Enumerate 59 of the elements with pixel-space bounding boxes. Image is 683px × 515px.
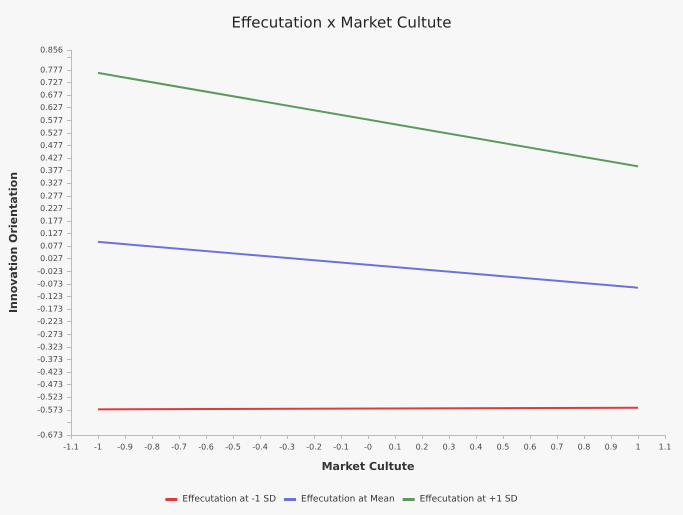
y-tick-label: 0.577 [40, 116, 63, 125]
y-tick-label: 0.277 [40, 191, 63, 200]
x-axis-title: Market Cultute [322, 460, 414, 473]
x-tick-label: 0.8 [578, 442, 590, 452]
y-tick-label: 0.227 [40, 204, 63, 213]
x-tick-label: 0.3 [442, 442, 456, 452]
y-tick-label: -0.073 [37, 279, 63, 288]
x-tick-label: 0.5 [496, 442, 510, 452]
x-tick-label: -0.2 [306, 442, 322, 452]
x-tick-label: 1 [635, 442, 641, 452]
x-tick-label: -0 [364, 442, 372, 452]
y-tick-label: 0.377 [40, 166, 63, 176]
y-tick-label: -0.523 [37, 392, 63, 402]
y-tick-label: -0.423 [37, 368, 63, 377]
x-tick-label: -0.7 [171, 442, 187, 452]
y-axis-title: Innovation Orientation [7, 172, 20, 314]
y-tick-label: 0.627 [40, 103, 63, 112]
x-tick-label: -0.1 [333, 442, 349, 452]
x-tick-label: -0.3 [279, 442, 295, 452]
y-tick-label: -0.323 [37, 342, 63, 352]
y-tick-label: -0.673 [37, 430, 63, 440]
y-tick-label: 0.077 [40, 242, 63, 251]
y-tick-label: 0.027 [40, 254, 63, 264]
chart-title: Effecutation x Market Cultute [232, 14, 452, 32]
x-tick-label: 0.9 [604, 442, 618, 452]
x-tick-label: -1.1 [63, 442, 79, 452]
x-tick-label: 1.1 [658, 442, 672, 452]
y-tick-label: -0.573 [37, 405, 63, 414]
y-tick-label: -0.473 [37, 380, 63, 390]
y-tick-label: 0.527 [40, 128, 63, 138]
legend-label: Effecutation at -1 SD [182, 494, 276, 504]
x-tick-label: -0.4 [252, 442, 268, 452]
y-tick-label: 0.856 [40, 46, 63, 54]
y-tick-label: -0.123 [37, 292, 63, 302]
y-tick-label: -0.023 [37, 266, 63, 276]
y-tick-label: 0.727 [40, 78, 63, 87]
y-tick-label: 0.327 [40, 178, 63, 188]
x-tick-label: 0.6 [524, 442, 536, 452]
y-tick-label: -0.373 [37, 354, 63, 364]
legend-label: Effecutation at +1 SD [420, 494, 518, 504]
x-tick-label: 0.1 [388, 442, 402, 452]
legend-label: Effecutation at Mean [301, 494, 395, 504]
y-tick-label: -0.273 [37, 330, 63, 339]
x-tick-label: -0.9 [117, 442, 133, 452]
y-tick-label: 0.427 [40, 154, 63, 163]
y-tick-label: 0.127 [40, 229, 63, 238]
y-tick-label: -0.173 [37, 304, 63, 314]
x-tick-label: -0.6 [198, 442, 214, 452]
y-tick-label: -0.223 [37, 317, 63, 326]
y-tick-label: 0.477 [40, 140, 63, 150]
y-tick-label: 0.677 [40, 90, 63, 100]
x-tick-label: -0.5 [225, 442, 241, 452]
x-tick-label: 0.7 [550, 442, 564, 452]
y-tick-label: 0.177 [40, 216, 63, 226]
x-tick-label: 0.4 [470, 442, 482, 452]
x-tick-label: 0.2 [416, 442, 428, 452]
x-tick-label: -0.8 [144, 442, 160, 452]
y-tick-label: 0.777 [40, 65, 63, 74]
x-tick-label: -1 [94, 442, 102, 452]
